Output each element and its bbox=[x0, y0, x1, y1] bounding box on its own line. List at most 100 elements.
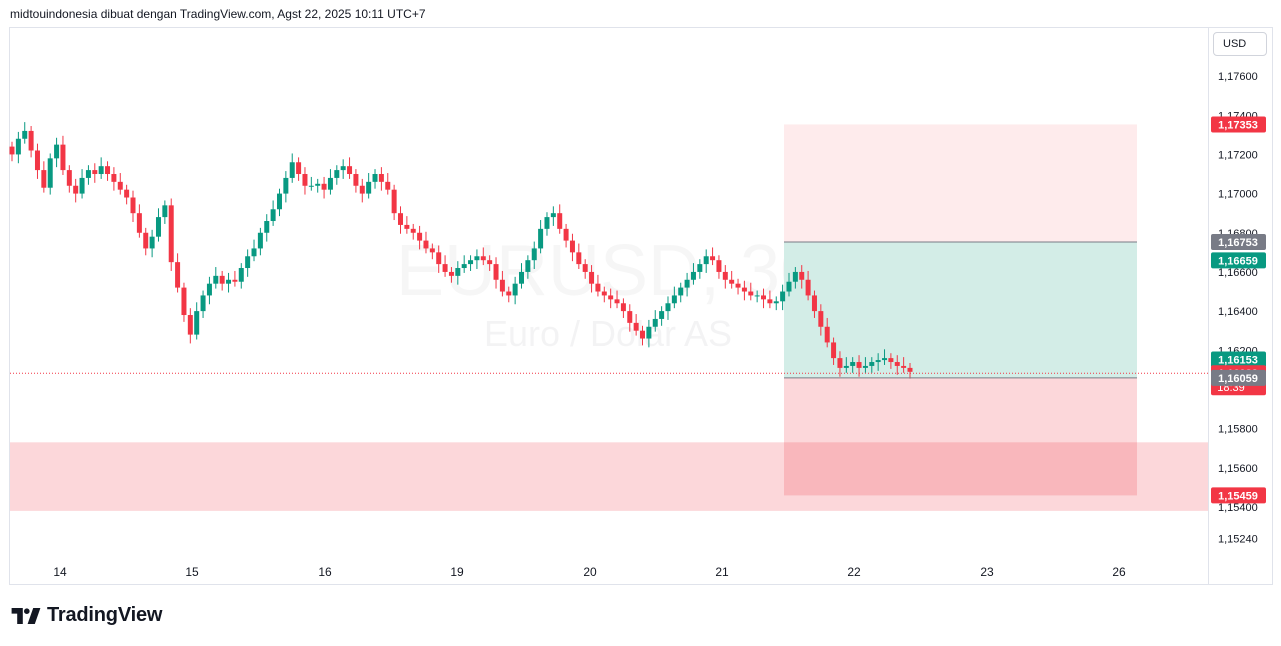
candle-body bbox=[66, 170, 72, 186]
candle-body bbox=[264, 221, 270, 233]
candle-body bbox=[226, 279, 232, 284]
candle-body bbox=[296, 162, 302, 175]
candle-body bbox=[130, 197, 136, 214]
candle-body bbox=[347, 166, 353, 175]
candle-body bbox=[315, 183, 321, 186]
x-tick-label: 20 bbox=[583, 565, 597, 579]
x-tick-label: 15 bbox=[185, 565, 199, 579]
candle-body bbox=[461, 264, 467, 269]
candle-body bbox=[869, 362, 875, 366]
candle-body bbox=[15, 138, 21, 155]
candle-body bbox=[837, 358, 843, 368]
candle-body bbox=[761, 295, 767, 300]
candle-body bbox=[512, 283, 518, 296]
candle-body bbox=[270, 209, 276, 222]
candle-body bbox=[767, 299, 773, 304]
candle-body bbox=[187, 315, 193, 335]
x-tick-label: 19 bbox=[450, 565, 464, 579]
zone-demand-zone bbox=[10, 442, 1208, 511]
candle-body bbox=[340, 166, 346, 171]
candle-body bbox=[149, 236, 155, 249]
candle-body bbox=[640, 330, 646, 339]
candle-body bbox=[831, 342, 837, 359]
y-tick-label: 1,15240 bbox=[1218, 533, 1258, 545]
candle-body bbox=[519, 271, 525, 284]
candle-body bbox=[321, 183, 327, 190]
candle-body bbox=[136, 213, 142, 233]
price-label-text: 1,15459 bbox=[1218, 490, 1258, 502]
candle-body bbox=[684, 279, 690, 288]
tradingview-logo[interactable]: TradingView bbox=[11, 604, 162, 627]
candle-body bbox=[28, 130, 34, 151]
candle-body bbox=[302, 174, 308, 186]
candle-body bbox=[162, 205, 168, 218]
y-tick-label: 1,17200 bbox=[1218, 149, 1258, 161]
candle-body bbox=[474, 256, 480, 261]
y-tick-label: 1,16600 bbox=[1218, 267, 1258, 279]
chart-frame bbox=[9, 27, 1273, 585]
y-tick-label: 1,17000 bbox=[1218, 189, 1258, 201]
candle-body bbox=[448, 271, 454, 276]
candle-body bbox=[550, 213, 556, 218]
candle-body bbox=[232, 279, 238, 282]
candle-body bbox=[283, 177, 289, 194]
candle-body bbox=[710, 256, 716, 261]
candle-body bbox=[257, 232, 263, 249]
candle-body bbox=[442, 264, 448, 272]
overlay-layer bbox=[10, 241, 1208, 379]
candle-body bbox=[60, 144, 66, 171]
zone-stop-extension bbox=[784, 124, 1137, 242]
y-tick-label: 1,16400 bbox=[1218, 306, 1258, 318]
candles-layer bbox=[9, 122, 913, 379]
candle-body bbox=[894, 362, 900, 366]
candle-body bbox=[493, 264, 499, 280]
candle-body bbox=[41, 170, 47, 188]
candle-body bbox=[557, 213, 563, 229]
candle-body bbox=[722, 271, 728, 280]
currency-button[interactable]: USD bbox=[1213, 32, 1267, 56]
candle-body bbox=[671, 295, 677, 304]
y-tick-label: 1,17600 bbox=[1218, 71, 1258, 83]
candle-body bbox=[741, 287, 747, 292]
candle-body bbox=[353, 174, 359, 186]
candle-body bbox=[111, 174, 117, 182]
candle-body bbox=[98, 166, 104, 175]
price-label bbox=[1211, 233, 1266, 250]
price-label bbox=[1211, 252, 1266, 269]
price-label bbox=[1211, 351, 1266, 368]
candle-body bbox=[601, 291, 607, 296]
price-label-text: 1,17353 bbox=[1218, 119, 1258, 131]
candle-body bbox=[308, 185, 314, 187]
candle-body bbox=[366, 181, 372, 194]
x-tick-label: 23 bbox=[980, 565, 994, 579]
candle-body bbox=[748, 291, 754, 296]
candle-body bbox=[245, 256, 251, 269]
candle-body bbox=[882, 358, 888, 361]
zone-target bbox=[784, 241, 1137, 378]
candle-body bbox=[589, 271, 595, 284]
candle-body bbox=[633, 322, 639, 331]
candle-body bbox=[276, 193, 282, 210]
candle-body bbox=[429, 248, 435, 253]
y-tick-label: 1,15600 bbox=[1218, 463, 1258, 475]
candle-body bbox=[436, 252, 442, 265]
candle-body bbox=[563, 228, 569, 241]
candle-body bbox=[327, 177, 333, 190]
tradingview-logo-icon bbox=[11, 607, 41, 624]
candle-body bbox=[175, 262, 181, 288]
x-tick-label: 21 bbox=[715, 565, 729, 579]
candle-body bbox=[213, 275, 219, 284]
x-tick-label: 22 bbox=[847, 565, 861, 579]
candle-body bbox=[627, 311, 633, 323]
candle-body bbox=[659, 311, 665, 319]
candle-body bbox=[620, 303, 626, 312]
candle-body bbox=[850, 362, 856, 366]
candle-body bbox=[117, 181, 123, 190]
candle-body bbox=[79, 177, 85, 194]
candle-body bbox=[786, 281, 792, 292]
candle-body bbox=[608, 295, 614, 300]
candle-body bbox=[168, 205, 174, 263]
candle-body bbox=[729, 279, 735, 284]
